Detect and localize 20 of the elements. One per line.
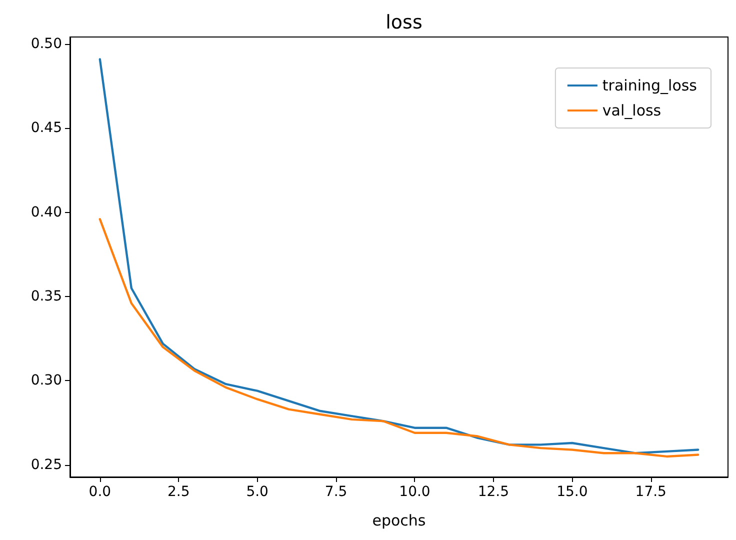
x-tick-label: 10.0 [399, 484, 430, 500]
x-tick-label: 2.5 [167, 484, 190, 500]
line-series [98, 218, 700, 458]
y-tick-label: 0.25 [30, 456, 62, 473]
y-tick-label: 0.50 [30, 36, 62, 52]
y-tick-label: 0.30 [30, 372, 62, 389]
y-tick-label: 0.35 [30, 288, 62, 305]
y-tick-label: 0.45 [30, 120, 62, 136]
x-tick-label: 17.5 [635, 484, 666, 500]
x-tick-label: 0.0 [88, 484, 112, 500]
legend-label: training_loss [602, 76, 698, 94]
y-tick-label: 0.40 [30, 204, 62, 220]
x-axis-title: epochs [372, 512, 426, 530]
legend-label: val_loss [602, 102, 662, 120]
x-tick-label: 12.5 [478, 484, 510, 500]
x-tick-label: 7.5 [324, 484, 348, 500]
line-series [98, 58, 700, 454]
x-tick-label: 5.0 [246, 484, 268, 500]
x-tick-label: 15.0 [556, 484, 588, 500]
chart-title: loss [386, 12, 422, 34]
